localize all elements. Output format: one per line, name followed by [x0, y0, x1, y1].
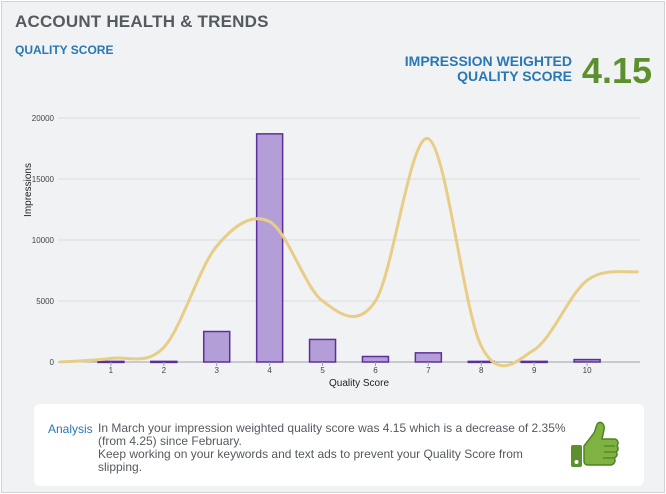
x-tick-label: 10: [583, 366, 592, 375]
x-tick-label: 1: [109, 366, 114, 375]
thumbs-up-icon: [571, 421, 619, 467]
y-axis-label: Impressions: [23, 163, 34, 217]
iwqs-label-line2: QUALITY SCORE: [457, 68, 572, 84]
analysis-line-2: Keep working on your keywords and text a…: [98, 447, 523, 474]
bar: [414, 352, 443, 363]
iwqs-label-line1: IMPRESSION WEIGHTED: [404, 53, 572, 69]
y-tick-label: 5000: [36, 297, 54, 306]
x-tick-label: 2: [162, 366, 167, 375]
y-tick-label: 15000: [32, 175, 55, 184]
analysis-text: In March your impression weighted qualit…: [98, 422, 568, 474]
quality-score-chart: 0 5000 10000 15000 20000 1 2 3 4 5 6 7 8 9 10 Quality S…: [23, 114, 640, 389]
x-tick-label: 9: [532, 366, 537, 375]
bar: [255, 133, 284, 363]
bar: [573, 358, 601, 363]
y-tick-label: 0: [50, 358, 55, 367]
x-tick-label: 3: [215, 366, 220, 375]
analysis-box: Analysis In March your impression weight…: [34, 404, 644, 486]
x-tick-label: 4: [267, 366, 272, 375]
iwqs-value: 4.15: [581, 50, 652, 91]
bar: [202, 330, 231, 363]
x-tick-label: 5: [320, 366, 325, 375]
analysis-label: Analysis: [48, 422, 93, 436]
trend-line: [59, 137, 639, 368]
x-tick-label: 7: [426, 366, 431, 375]
panel-title: ACCOUNT HEALTH & TRENDS: [15, 12, 269, 31]
y-tick-label: 10000: [32, 236, 55, 245]
analysis-line-1: In March your impression weighted qualit…: [98, 421, 566, 448]
bar: [308, 338, 337, 363]
quality-score-heading: QUALITY SCORE: [15, 43, 114, 57]
bar: [361, 355, 390, 363]
x-tick-label: 6: [373, 366, 378, 375]
iwqs-label: IMPRESSION WEIGHTED QUALITY SCORE: [332, 54, 572, 84]
x-axis-label: Quality Score: [329, 378, 389, 389]
y-tick-label: 20000: [32, 114, 55, 123]
x-tick-label: 8: [479, 366, 484, 375]
